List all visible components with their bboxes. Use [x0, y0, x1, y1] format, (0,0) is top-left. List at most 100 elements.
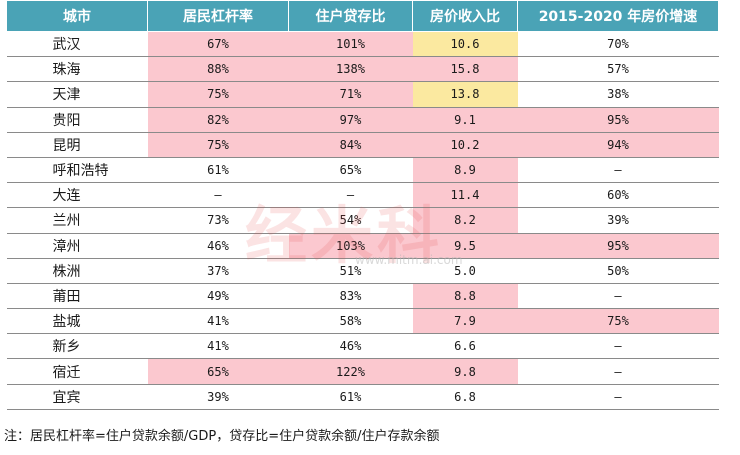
loan-deposit-cell: 101% — [288, 31, 413, 58]
price-growth-cell: 60% — [517, 182, 719, 209]
leverage-cell: 46% — [147, 233, 289, 259]
price-growth-cell: 95% — [517, 233, 719, 259]
price-growth-cell: – — [517, 358, 719, 385]
table-row: 新乡 41% 46% 6.6– — [6, 333, 719, 360]
price-income-cell: 13.8 — [412, 81, 518, 108]
price-income-cell: 8.2 — [412, 207, 518, 234]
table-row: 漳州 46% 103% 9.5 95% — [6, 233, 719, 259]
leverage-cell: 73% — [147, 207, 289, 234]
leverage-cell: 61% — [147, 157, 289, 184]
table-row: 珠海 88% 138% 15.8 57% — [6, 56, 719, 83]
price-income-cell: 9.1 — [412, 107, 518, 133]
price-income-cell: 8.9 — [412, 157, 518, 184]
table-row: 宿迁 65% 122% 9.8– — [6, 358, 719, 385]
city-cell: 兰州 — [6, 207, 148, 234]
city-cell: 宜宾 — [6, 384, 148, 410]
table-row: 武汉 67% 101% 10.6 70% — [6, 31, 719, 58]
footnote: 注：居民杠杆率=住户贷款余额/GDP，贷存比=住户贷款余额/住户存款余额 — [4, 429, 440, 444]
leverage-cell: 88% — [147, 56, 289, 83]
header-loan-deposit-ratio: 住户贷存比 — [288, 0, 413, 32]
leverage-cell: 37% — [147, 258, 289, 284]
price-growth-cell: 38% — [517, 81, 719, 108]
table-row: 莆田 49% 83% 8.8– — [6, 283, 719, 310]
leverage-cell: 67% — [147, 31, 289, 58]
loan-deposit-cell: 46% — [288, 333, 413, 360]
header-city: 城市 — [6, 0, 148, 32]
city-cell: 莆田 — [6, 283, 148, 310]
leverage-cell: 75% — [147, 132, 289, 158]
loan-deposit-cell: 71% — [288, 81, 413, 108]
table-row: 株洲 37% 51% 5.0 50% — [6, 258, 719, 284]
price-growth-cell: 57% — [517, 56, 719, 83]
city-cell: 株洲 — [6, 258, 148, 284]
loan-deposit-cell: 103% — [288, 233, 413, 259]
city-cell: 天津 — [6, 81, 148, 108]
price-income-cell: 8.8 — [412, 283, 518, 310]
price-income-cell: 10.2 — [412, 132, 518, 158]
leverage-cell: – — [147, 182, 289, 209]
city-cell: 呼和浩特 — [6, 157, 148, 184]
table-row: 兰州 73% 54% 8.2 39% — [6, 207, 719, 234]
table-row: 宜宾 39% 61% 6.8– — [6, 384, 719, 410]
loan-deposit-cell: 138% — [288, 56, 413, 83]
table-row: 盐城 41% 58% 7.9 75% — [6, 308, 719, 335]
header-price-income-ratio: 房价收入比 — [412, 0, 518, 32]
table-row: 大连 – –11.4 60% — [6, 182, 719, 209]
city-cell: 昆明 — [6, 132, 148, 158]
city-cell: 宿迁 — [6, 358, 148, 385]
price-income-cell: 6.8 — [412, 384, 518, 410]
loan-deposit-cell: 84% — [288, 132, 413, 158]
price-income-cell: 7.9 — [412, 308, 518, 335]
city-cell: 漳州 — [6, 233, 148, 259]
leverage-cell: 41% — [147, 308, 289, 335]
city-cell: 新乡 — [6, 333, 148, 360]
loan-deposit-cell: 51% — [288, 258, 413, 284]
loan-deposit-cell: 97% — [288, 107, 413, 133]
price-growth-cell: 50% — [517, 258, 719, 284]
price-growth-cell: 70% — [517, 31, 719, 58]
header-leverage: 居民杠杆率 — [147, 0, 289, 32]
price-growth-cell: 39% — [517, 207, 719, 234]
loan-deposit-cell: 65% — [288, 157, 413, 184]
loan-deposit-cell: 122% — [288, 358, 413, 385]
loan-deposit-cell: 61% — [288, 384, 413, 410]
header-price-growth: 2015-2020 年房价增速 — [517, 0, 719, 32]
city-cell: 武汉 — [6, 31, 148, 58]
leverage-cell: 39% — [147, 384, 289, 410]
table-body: 武汉 67% 101% 10.6 70% 珠海 88% 138% 15.8 57% 天津 75% 71%… — [6, 31, 719, 410]
table-row: 天津 75% 71% 13.8 38% — [6, 81, 719, 108]
table-row: 贵阳 82% 97% 9.1 95% — [6, 107, 719, 133]
leverage-cell: 65% — [147, 358, 289, 385]
price-income-cell: 9.5 — [412, 233, 518, 259]
price-growth-cell: 94% — [517, 132, 719, 158]
price-growth-cell: – — [517, 333, 719, 360]
city-housing-table: 城市 居民杠杆率 住户贷存比 房价收入比 2015-2020 年房价增速 武汉 6… — [6, 0, 719, 410]
city-cell: 珠海 — [6, 56, 148, 83]
price-income-cell: 10.6 — [412, 31, 518, 58]
loan-deposit-cell: 54% — [288, 207, 413, 234]
price-income-cell: 15.8 — [412, 56, 518, 83]
price-growth-cell: 75% — [517, 308, 719, 335]
leverage-cell: 41% — [147, 333, 289, 360]
loan-deposit-cell: – — [288, 182, 413, 209]
data-table-container: 城市 居民杠杆率 住户贷存比 房价收入比 2015-2020 年房价增速 武汉 6… — [6, 0, 719, 410]
table-header-row: 城市 居民杠杆率 住户贷存比 房价收入比 2015-2020 年房价增速 — [6, 0, 719, 32]
price-growth-cell: 95% — [517, 107, 719, 133]
price-income-cell: 11.4 — [412, 182, 518, 209]
price-growth-cell: – — [517, 283, 719, 310]
table-row: 呼和浩特 61% 65% 8.9– — [6, 157, 719, 184]
loan-deposit-cell: 58% — [288, 308, 413, 335]
table-row: 昆明 75% 84% 10.2 94% — [6, 132, 719, 158]
leverage-cell: 75% — [147, 81, 289, 108]
city-cell: 贵阳 — [6, 107, 148, 133]
price-income-cell: 9.8 — [412, 358, 518, 385]
leverage-cell: 82% — [147, 107, 289, 133]
price-growth-cell: – — [517, 157, 719, 184]
city-cell: 大连 — [6, 182, 148, 209]
price-growth-cell: – — [517, 384, 719, 410]
city-cell: 盐城 — [6, 308, 148, 335]
price-income-cell: 6.6 — [412, 333, 518, 360]
price-income-cell: 5.0 — [412, 258, 518, 284]
loan-deposit-cell: 83% — [288, 283, 413, 310]
leverage-cell: 49% — [147, 283, 289, 310]
